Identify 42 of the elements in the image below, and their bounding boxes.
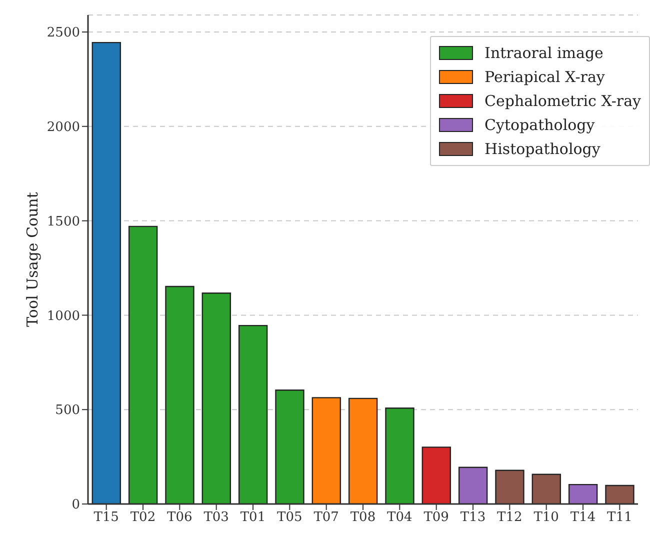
bar <box>458 466 488 504</box>
legend-label: Cytopathology <box>484 116 595 134</box>
bar <box>312 397 341 504</box>
bar <box>275 390 304 504</box>
bar <box>568 484 598 504</box>
bar <box>605 484 634 504</box>
bar <box>422 446 451 504</box>
bar <box>92 42 121 504</box>
legend-label: Intraoral image <box>484 44 604 62</box>
y-axis-title: Tool Usage Count <box>23 192 42 327</box>
y-tick-label: 2500 <box>46 26 80 41</box>
x-tick-label: T11 <box>607 510 632 526</box>
x-tick-label: T04 <box>387 510 412 526</box>
bar <box>532 474 561 504</box>
bar <box>385 407 414 504</box>
legend-label: Periapical X-ray <box>484 68 605 86</box>
x-tick-label: T12 <box>497 510 522 526</box>
x-tick-label: T06 <box>167 510 192 526</box>
bar <box>165 286 194 504</box>
x-tick-label: T09 <box>424 510 449 526</box>
x-tick-label: T03 <box>204 510 229 526</box>
y-tick-label: 0 <box>72 498 80 513</box>
x-tick-label: T15 <box>94 510 119 526</box>
x-tick-label: T10 <box>534 510 559 526</box>
x-tick-label: T05 <box>277 510 302 526</box>
y-tick-label: 2000 <box>46 120 80 136</box>
x-tick-label: T02 <box>130 510 156 526</box>
y-tick-label: 1000 <box>46 308 80 324</box>
bar <box>128 226 158 504</box>
legend-label: Cephalometric X-ray <box>484 92 641 110</box>
bar <box>348 398 378 504</box>
bar <box>238 324 268 504</box>
x-tick-label: T14 <box>570 510 596 526</box>
bar <box>202 292 231 504</box>
x-tick-label: T07 <box>314 510 339 526</box>
x-tick-label: T01 <box>240 510 266 526</box>
bar <box>495 470 524 504</box>
legend-label: Histopathology <box>484 140 600 158</box>
x-tick-label: T13 <box>460 510 486 526</box>
y-tick-label: 500 <box>55 403 80 418</box>
y-tick-label: 1500 <box>46 214 80 230</box>
x-tick-label: T08 <box>350 510 376 526</box>
